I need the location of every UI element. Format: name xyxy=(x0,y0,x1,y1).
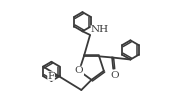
Text: F: F xyxy=(48,72,55,81)
Text: NH: NH xyxy=(91,25,109,34)
Text: O: O xyxy=(110,71,119,80)
Text: O: O xyxy=(75,66,83,75)
